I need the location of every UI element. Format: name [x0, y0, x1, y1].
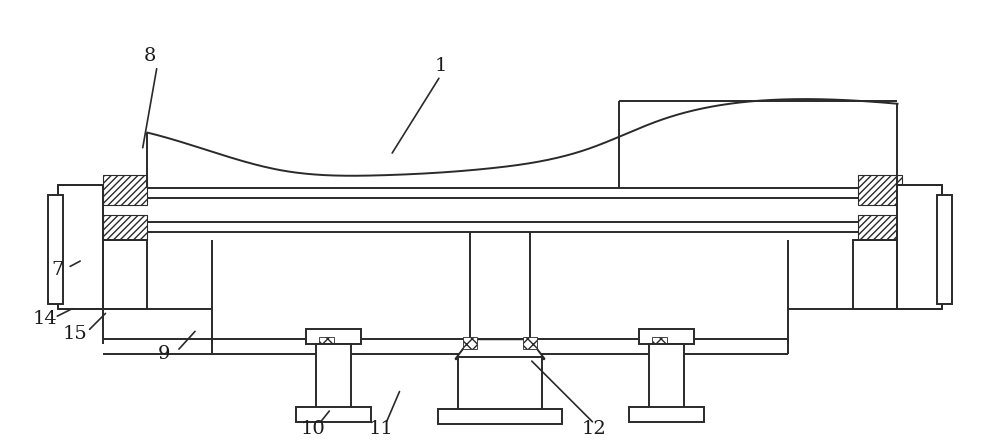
Bar — [48, 195, 63, 304]
Text: 15: 15 — [62, 325, 87, 343]
Bar — [629, 407, 704, 422]
Polygon shape — [455, 339, 545, 359]
Text: 11: 11 — [368, 420, 393, 438]
Bar — [652, 337, 667, 349]
Text: 10: 10 — [301, 420, 326, 438]
Bar — [103, 240, 147, 310]
Bar — [523, 337, 537, 349]
Bar — [103, 215, 147, 240]
Bar — [858, 215, 902, 240]
Bar — [639, 329, 694, 344]
Text: 14: 14 — [32, 311, 57, 328]
Text: 9: 9 — [158, 345, 170, 363]
Bar — [937, 195, 952, 304]
Bar — [319, 337, 334, 349]
Bar — [463, 337, 477, 349]
Bar — [897, 185, 942, 310]
Bar — [458, 357, 542, 412]
Bar — [296, 407, 371, 422]
Bar — [858, 175, 902, 205]
Text: 12: 12 — [582, 420, 607, 438]
Bar — [649, 344, 684, 409]
Bar — [438, 409, 562, 424]
Text: 1: 1 — [434, 57, 447, 75]
Bar — [58, 185, 103, 310]
Text: 7: 7 — [52, 260, 64, 279]
Bar — [316, 344, 351, 409]
Bar — [103, 175, 147, 205]
Text: 8: 8 — [144, 47, 156, 65]
Bar — [853, 240, 897, 310]
Bar — [306, 329, 361, 344]
